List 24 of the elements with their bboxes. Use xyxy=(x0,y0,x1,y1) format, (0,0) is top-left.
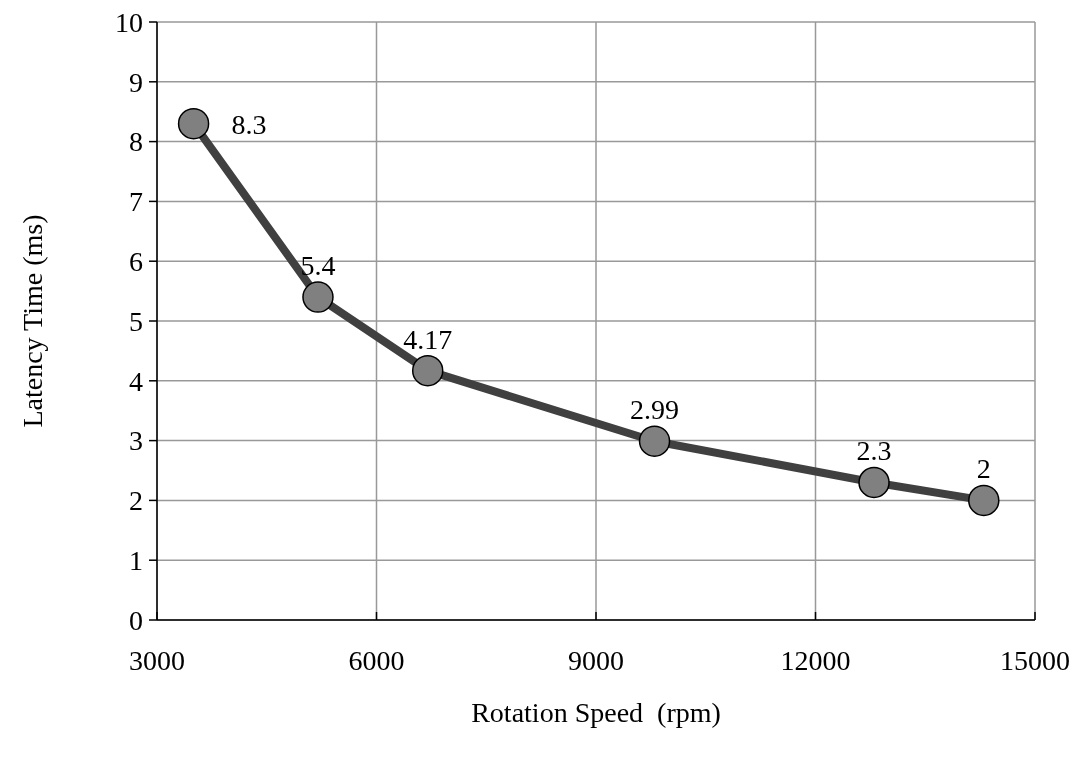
x-tick-label: 9000 xyxy=(568,645,624,676)
data-label: 2.3 xyxy=(856,435,892,467)
y-tick-label: 0 xyxy=(129,604,143,636)
y-tick-label: 2 xyxy=(129,485,143,517)
y-tick-label: 8 xyxy=(129,126,143,158)
y-tick-label: 6 xyxy=(129,246,143,277)
y-tick-label: 7 xyxy=(129,186,143,218)
data-label: 2 xyxy=(976,453,991,485)
y-tick-label: 4 xyxy=(129,365,143,397)
y-tick-label: 10 xyxy=(115,6,143,38)
x-tick-label: 6000 xyxy=(348,645,405,676)
data-label: 5.4 xyxy=(300,250,336,282)
y-axis-title: Latency Time (ms) xyxy=(17,214,48,428)
x-tick-label: 3000 xyxy=(129,645,185,676)
data-label: 2.99 xyxy=(630,394,680,426)
x-tick-label: 12000 xyxy=(780,645,851,676)
y-tick-label: 5 xyxy=(129,305,143,337)
data-label: 8.3 xyxy=(231,108,267,140)
y-tick-label: 3 xyxy=(129,425,143,457)
y-tick-label: 9 xyxy=(129,66,143,98)
x-axis-title: Rotation Speed (rpm) xyxy=(471,697,721,728)
y-tick-label: 1 xyxy=(129,545,143,576)
data-label: 4.17 xyxy=(403,323,453,355)
x-tick-label: 15000 xyxy=(1000,645,1070,676)
